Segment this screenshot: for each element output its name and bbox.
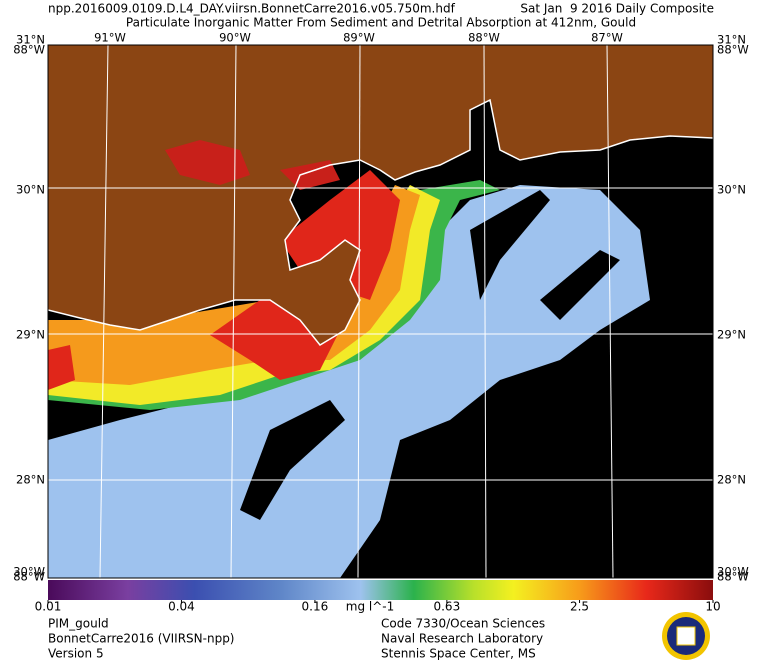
file-name: npp.2016009.0109.D.L4_DAY.viirsn.BonnetC… bbox=[48, 2, 456, 16]
footer-left: Version 5 bbox=[48, 647, 104, 661]
labels: 91°W 90°W 89°W 88°W 87°W 30°N 30°N 29°N 29°N 28°N… bbox=[13, 31, 749, 584]
dark-streaks bbox=[240, 190, 620, 520]
lat-label: 30°N bbox=[717, 183, 746, 197]
footer-left: BonnetCarre2016 (VIIRSN-npp) bbox=[48, 632, 235, 646]
meridian bbox=[606, 45, 614, 578]
footer-right: Stennis Space Center, MS bbox=[381, 647, 536, 661]
colorbar-tick-label: 0.63 bbox=[433, 600, 460, 614]
title: Particulate Inorganic Matter From Sedime… bbox=[126, 16, 636, 30]
corner-label: 88°W bbox=[13, 570, 45, 584]
lakes bbox=[165, 140, 340, 190]
footer-right: Code 7330/Ocean Sciences bbox=[381, 617, 545, 631]
meridian bbox=[99, 45, 109, 578]
lat-label: 28°N bbox=[16, 473, 45, 487]
colorbar-tick-label: 0.01 bbox=[35, 600, 62, 614]
colorbar-unit: mg l^-1 bbox=[346, 600, 394, 614]
lon-label: 91°W bbox=[94, 31, 126, 45]
meridian bbox=[230, 45, 237, 578]
corner-label: 31°N bbox=[717, 33, 746, 47]
lat-label: 29°N bbox=[717, 328, 746, 342]
corner-label: 88°W bbox=[717, 43, 749, 57]
meridian bbox=[483, 45, 487, 578]
footer-left: PIM_gould bbox=[48, 617, 109, 631]
lat-label: 29°N bbox=[16, 328, 45, 342]
logo-shield bbox=[676, 626, 696, 646]
corner-label: 31°N bbox=[16, 33, 45, 47]
map-frame bbox=[47, 44, 714, 579]
lon-label: 90°W bbox=[219, 31, 251, 45]
lon-label: 87°W bbox=[591, 31, 623, 45]
navy-logo bbox=[662, 612, 710, 660]
graticule bbox=[48, 45, 713, 578]
colorbar-tick-label: 10 bbox=[705, 600, 720, 614]
corner-label: 30°W bbox=[13, 565, 45, 579]
corner-label: 88°W bbox=[13, 43, 45, 57]
colorbar-tick-label: 2.5 bbox=[570, 600, 589, 614]
colorbar-tick-label: 0.16 bbox=[302, 600, 329, 614]
lat-label: 30°N bbox=[16, 183, 45, 197]
lon-label: 89°W bbox=[343, 31, 375, 45]
land bbox=[48, 45, 713, 345]
corner-label: 88°W bbox=[717, 570, 749, 584]
coastline bbox=[48, 98, 713, 346]
corner-label: 30°W bbox=[717, 565, 749, 579]
lat-label: 28°N bbox=[717, 473, 746, 487]
colorbar-tick-label: 0.04 bbox=[168, 600, 195, 614]
footer-right: Naval Research Laboratory bbox=[381, 632, 543, 646]
colorbar bbox=[48, 580, 713, 600]
map-image bbox=[48, 45, 713, 578]
meridian bbox=[357, 45, 361, 578]
lon-label: 88°W bbox=[468, 31, 500, 45]
date: Sat Jan 9 2016 Daily Composite bbox=[520, 2, 714, 16]
